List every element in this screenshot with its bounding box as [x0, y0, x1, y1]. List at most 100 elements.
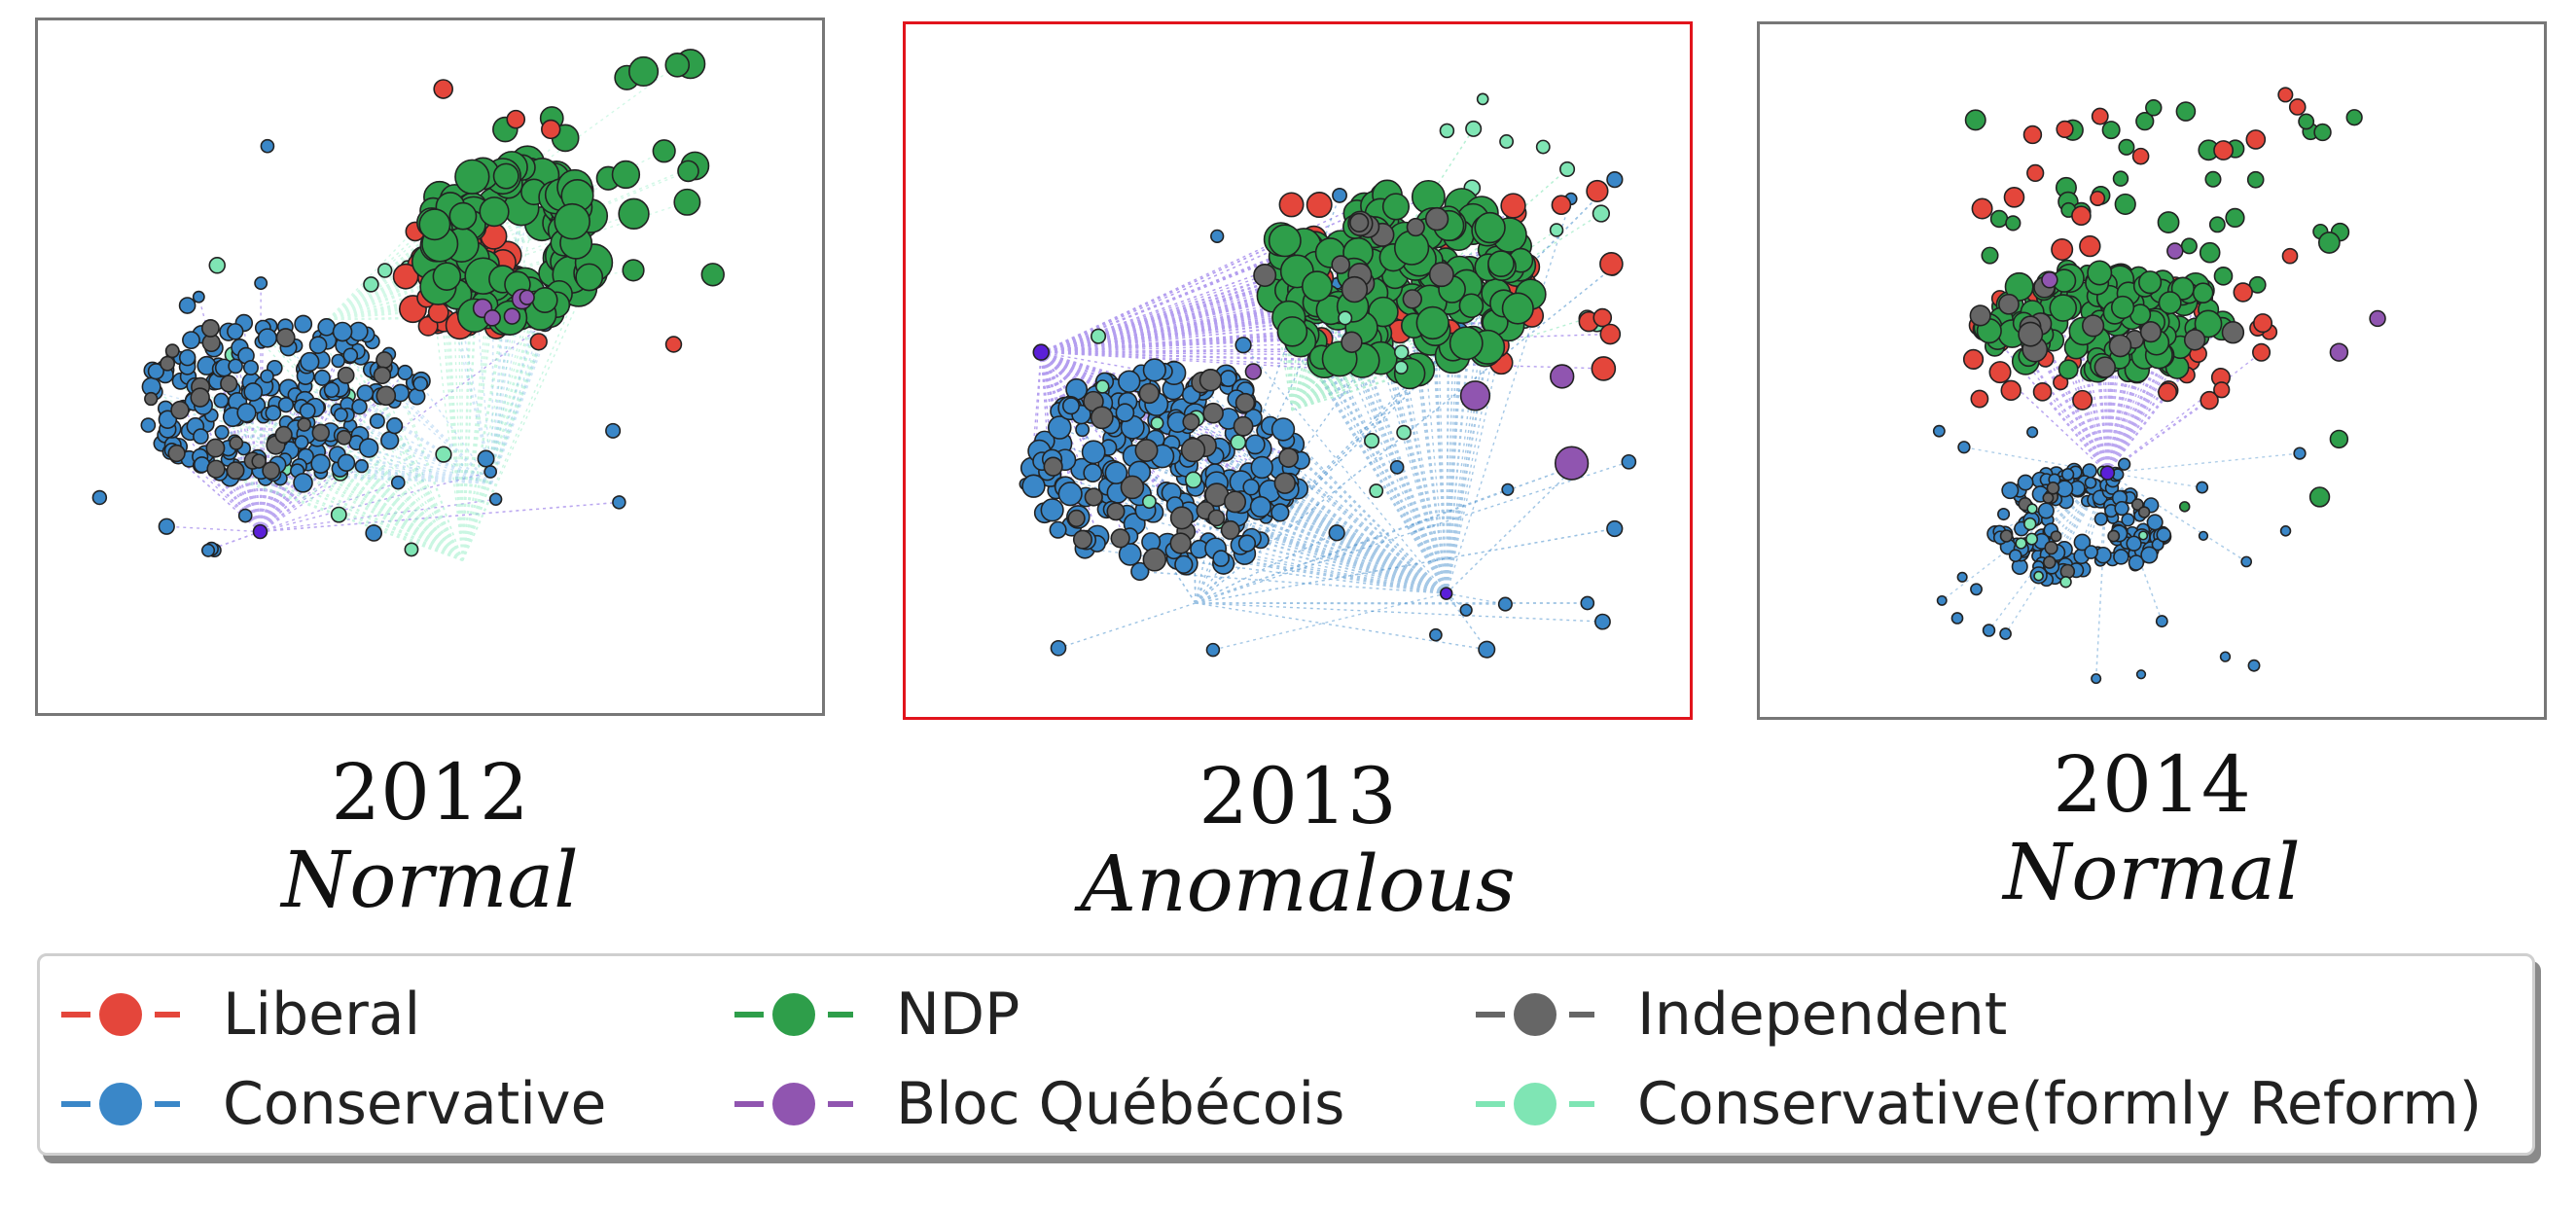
- liberal-node: [1500, 193, 1526, 219]
- edge: [1157, 419, 1448, 594]
- legend-label: Independent: [1637, 981, 2008, 1049]
- legend-marker-icon: [61, 1083, 180, 1125]
- bloc-node: [503, 307, 521, 325]
- independent-node: [262, 461, 281, 481]
- edge: [327, 302, 497, 321]
- edge: [2106, 354, 2161, 474]
- conservative-node: [2247, 659, 2261, 672]
- edge: [259, 335, 348, 532]
- conservative-node: [192, 290, 205, 304]
- liberal-node: [1306, 192, 1333, 219]
- edge: [1375, 205, 1448, 594]
- edge: [165, 408, 492, 484]
- conservative-node: [228, 358, 243, 375]
- reform-node: [1230, 434, 1247, 451]
- caption-2013: 2013 Anomalous: [903, 753, 1693, 928]
- edge: [1195, 516, 1214, 604]
- bloc-node: [1459, 380, 1491, 411]
- edge: [1109, 491, 1447, 594]
- edge: [1446, 198, 1572, 594]
- reform-node: [1364, 433, 1380, 449]
- edge: [449, 206, 464, 561]
- edge: [2031, 311, 2109, 474]
- edge: [1995, 338, 2108, 474]
- reform-node: [1396, 424, 1412, 441]
- edge: [1041, 351, 1418, 371]
- edge: [1195, 602, 1487, 651]
- edge: [1040, 196, 1429, 353]
- conservative-node: [308, 336, 328, 355]
- conservative-node: [260, 369, 274, 384]
- legend-item-ndp: NDP: [731, 976, 1020, 1053]
- conservative-node: [369, 412, 385, 429]
- conservative-node: [380, 431, 400, 450]
- reform-node: [1141, 494, 1157, 510]
- independent-node: [2183, 329, 2206, 351]
- conservative-node: [182, 331, 200, 350]
- legend-item-bloc-quebecois: Bloc Québécois: [731, 1065, 1344, 1143]
- independent-node: [1402, 289, 1423, 309]
- ndp-node: [2208, 216, 2226, 233]
- edge: [2067, 369, 2109, 474]
- ndp-node: [2158, 291, 2182, 315]
- legend-marker-icon: [1476, 1083, 1594, 1125]
- edge: [1041, 351, 1453, 357]
- network-panel-2013: [903, 21, 1693, 720]
- conservative-node: [1501, 482, 1515, 496]
- conservative-node: [1174, 554, 1194, 574]
- edge: [1446, 225, 1451, 594]
- independent-node: [160, 355, 176, 372]
- ndp-node: [1415, 305, 1449, 340]
- conservative-node: [293, 472, 313, 493]
- edge: [1195, 486, 1447, 594]
- edge: [1072, 405, 1448, 594]
- edge: [1357, 252, 1448, 594]
- conservative-node: [1081, 440, 1106, 465]
- edge: [1178, 460, 1448, 594]
- independent-node: [164, 343, 180, 359]
- edge: [1109, 491, 1447, 594]
- edge: [460, 244, 464, 561]
- liberal-node: [2213, 140, 2234, 161]
- conservative-node: [1118, 370, 1141, 393]
- independent-node: [1182, 412, 1200, 431]
- edge: [1040, 351, 1156, 459]
- conservative-node: [300, 351, 320, 373]
- independent-node: [2130, 498, 2144, 512]
- edge: [1400, 368, 1448, 594]
- independent-node: [1120, 475, 1145, 500]
- edge: [294, 395, 492, 484]
- reform-node: [2033, 570, 2044, 582]
- conservative-node: [1957, 441, 1971, 454]
- edge: [2106, 367, 2178, 474]
- conservative-node: [310, 453, 331, 474]
- edge: [259, 381, 415, 533]
- liberal-node: [2022, 125, 2043, 145]
- liberal-node: [2056, 120, 2074, 139]
- conservative-node: [351, 398, 368, 415]
- edge: [259, 449, 291, 532]
- liberal-node: [2079, 234, 2101, 258]
- ndp-node: [2308, 486, 2331, 508]
- independent-node: [1106, 502, 1126, 521]
- edge: [1138, 471, 1447, 594]
- independent-node: [190, 387, 210, 408]
- edge: [1041, 231, 1436, 353]
- independent-node: [2044, 541, 2058, 555]
- conservative-node: [2126, 535, 2142, 552]
- independent-node: [1202, 402, 1224, 424]
- ndp-node: [1458, 293, 1485, 319]
- reform-node: [376, 263, 393, 278]
- conservative-node: [313, 369, 331, 386]
- bloc-node-group: [472, 288, 535, 327]
- conservative-node: [1328, 524, 1345, 542]
- independent-node-group: [1043, 369, 1299, 572]
- edge: [221, 431, 464, 561]
- ndp-node: [531, 286, 558, 313]
- conservative-node: [1049, 520, 1067, 539]
- edge: [1291, 259, 1447, 411]
- edge: [327, 164, 696, 321]
- ndp-node-group: [2178, 429, 2349, 513]
- independent-node: [2137, 506, 2151, 518]
- conservative-node: [1249, 495, 1272, 518]
